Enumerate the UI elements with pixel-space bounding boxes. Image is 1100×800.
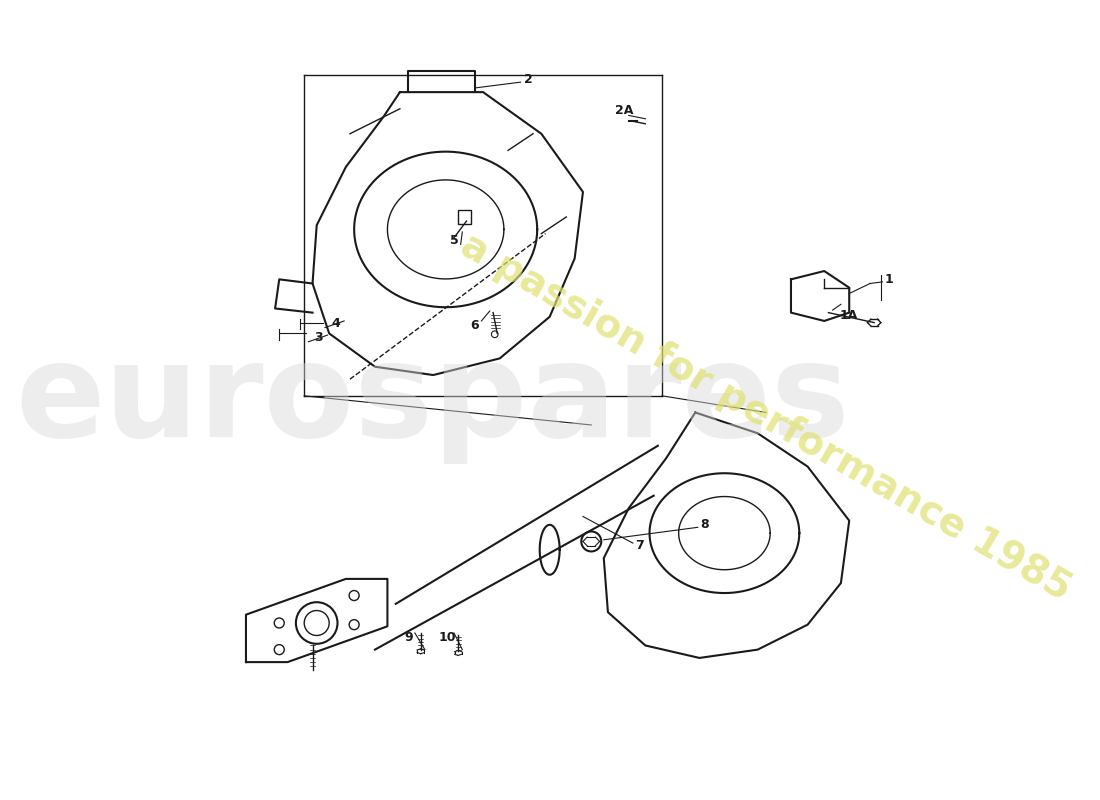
- Circle shape: [296, 602, 338, 644]
- Text: 3: 3: [314, 331, 322, 344]
- Circle shape: [274, 618, 284, 628]
- Text: 2A: 2A: [615, 104, 634, 117]
- Text: 1A: 1A: [840, 309, 858, 322]
- Text: 8: 8: [700, 518, 708, 531]
- Text: 10: 10: [439, 630, 456, 644]
- Text: eurospares: eurospares: [15, 337, 850, 463]
- Circle shape: [492, 331, 498, 338]
- Circle shape: [349, 590, 359, 601]
- Text: 5: 5: [450, 234, 459, 246]
- Text: a passion for performance 1985: a passion for performance 1985: [454, 226, 1078, 608]
- Circle shape: [349, 620, 359, 630]
- Circle shape: [305, 610, 329, 635]
- Text: 2: 2: [525, 73, 533, 86]
- Text: 1: 1: [884, 273, 893, 286]
- Text: 6: 6: [471, 318, 480, 332]
- Bar: [458, 210, 472, 224]
- Circle shape: [274, 645, 284, 654]
- Circle shape: [581, 531, 602, 551]
- Text: 9: 9: [404, 630, 412, 644]
- Text: 4: 4: [331, 317, 340, 330]
- Text: 7: 7: [635, 539, 643, 552]
